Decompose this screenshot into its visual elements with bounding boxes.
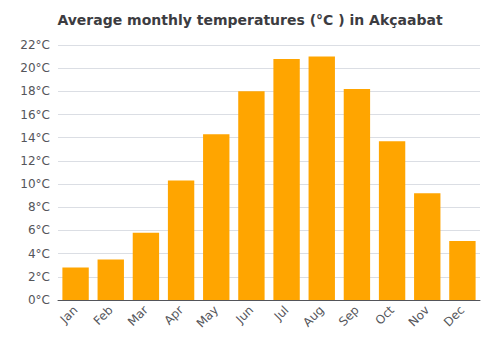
svg-text:Apr: Apr xyxy=(161,303,186,328)
svg-text:12°C: 12°C xyxy=(20,154,50,168)
svg-text:Feb: Feb xyxy=(91,303,116,328)
svg-text:Oct: Oct xyxy=(372,303,397,328)
svg-text:Jul: Jul xyxy=(271,303,292,324)
svg-text:20°C: 20°C xyxy=(20,61,50,75)
svg-text:22°C: 22°C xyxy=(20,38,50,52)
svg-text:Nov: Nov xyxy=(406,303,432,329)
svg-text:0°C: 0°C xyxy=(28,293,50,307)
svg-text:Mar: Mar xyxy=(125,303,151,329)
svg-text:2°C: 2°C xyxy=(28,270,50,284)
svg-text:May: May xyxy=(194,303,221,330)
svg-text:Average monthly temperatures (: Average monthly temperatures (°C ) in Ak… xyxy=(57,12,443,28)
svg-text:Jan: Jan xyxy=(57,303,81,327)
svg-text:18°C: 18°C xyxy=(20,84,50,98)
svg-text:4°C: 4°C xyxy=(28,247,50,261)
svg-text:Aug: Aug xyxy=(300,303,326,329)
svg-text:Dec: Dec xyxy=(441,303,467,329)
svg-text:8°C: 8°C xyxy=(28,200,50,214)
svg-text:16°C: 16°C xyxy=(20,108,50,122)
svg-text:Sep: Sep xyxy=(336,303,362,329)
svg-text:Jun: Jun xyxy=(233,303,257,327)
svg-text:10°C: 10°C xyxy=(20,177,50,191)
svg-text:6°C: 6°C xyxy=(28,223,50,237)
svg-text:14°C: 14°C xyxy=(20,131,50,145)
